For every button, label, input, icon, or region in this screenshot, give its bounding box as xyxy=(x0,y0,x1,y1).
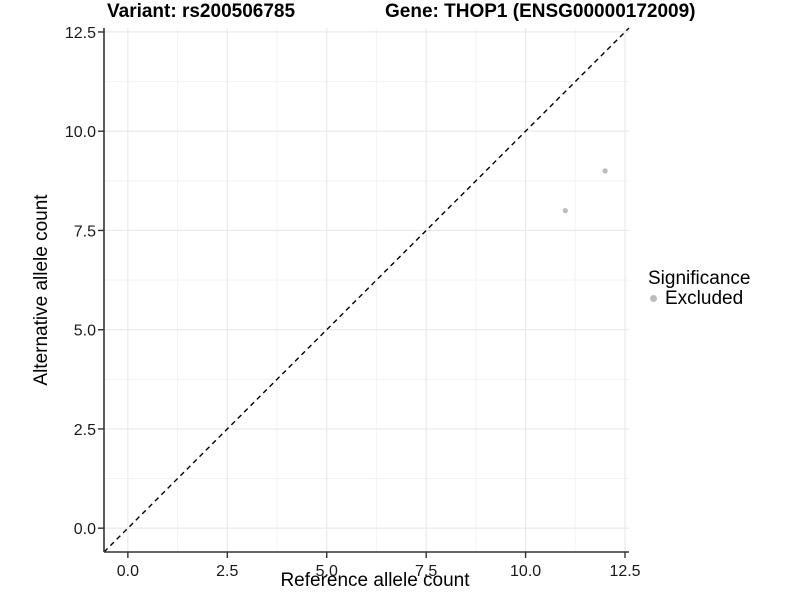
identity-reference-line xyxy=(103,27,630,553)
x-tick-label: 12.5 xyxy=(609,563,640,580)
y-axis-title: Alternative allele count xyxy=(31,194,52,386)
x-tick-label: 7.5 xyxy=(415,563,437,580)
excluded-point-icon xyxy=(650,295,657,302)
x-tick-label: 2.5 xyxy=(216,563,238,580)
data-point xyxy=(562,208,568,214)
legend: Significance Excluded xyxy=(648,268,750,308)
x-tick-label: 5.0 xyxy=(316,563,338,580)
y-tick-label: 2.5 xyxy=(74,422,96,439)
y-tick-label: 5.0 xyxy=(74,323,96,340)
y-tick-label: 10.0 xyxy=(65,124,96,141)
plot-title-gene: Gene: THOP1 (ENSG00000172009) xyxy=(385,1,696,22)
x-tick-label: 10.0 xyxy=(510,563,541,580)
legend-item-excluded: Excluded xyxy=(650,289,750,308)
plot-title-variant: Variant: rs200506785 xyxy=(107,1,296,22)
y-tick-label: 7.5 xyxy=(74,223,96,240)
y-tick-label: 0.0 xyxy=(74,521,96,538)
y-tick-label: 12.5 xyxy=(65,25,96,42)
x-axis-title: Reference allele count xyxy=(280,570,470,591)
x-tick-label: 0.0 xyxy=(117,563,139,580)
data-point xyxy=(602,168,608,174)
legend-item-label: Excluded xyxy=(665,288,744,309)
legend-title: Significance xyxy=(648,268,751,289)
